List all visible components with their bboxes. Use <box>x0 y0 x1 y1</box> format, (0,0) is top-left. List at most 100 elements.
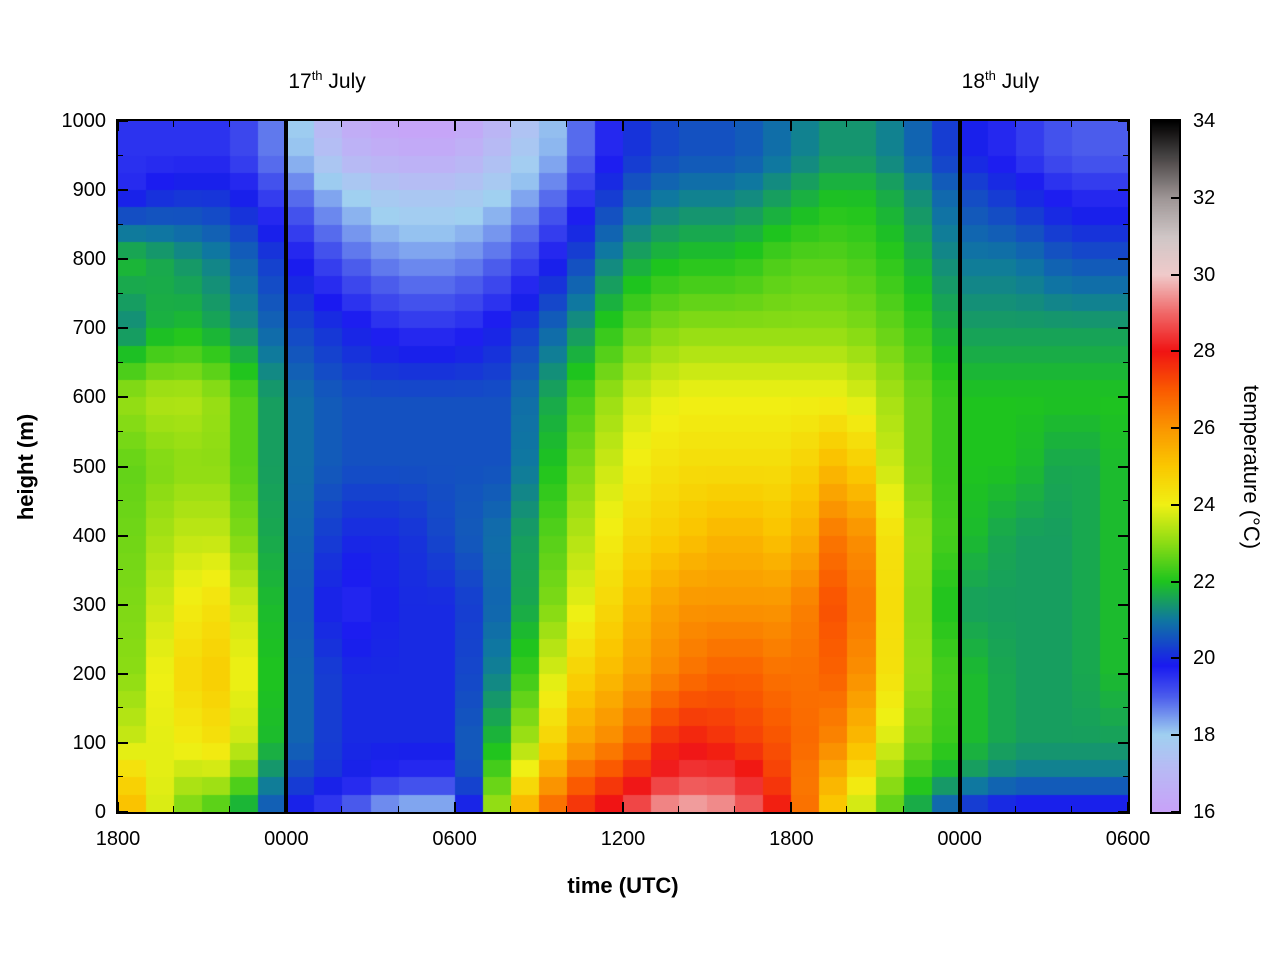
y-tick-label: 400 <box>72 524 106 547</box>
y-minor-tick-right <box>1123 500 1128 502</box>
x-major-tick <box>790 802 793 812</box>
heatmap-canvas <box>118 121 1128 812</box>
day-number: 17 <box>288 70 312 93</box>
colorbar-tick-label: 28 <box>1193 340 1216 363</box>
y-minor-tick <box>118 430 123 432</box>
y-major-tick <box>118 327 128 330</box>
x-minor-tick-top <box>565 121 567 127</box>
y-major-tick <box>118 672 128 675</box>
colorbar-tick <box>1171 503 1179 506</box>
x-minor-tick-top <box>341 121 343 127</box>
day-number: 18 <box>961 70 986 93</box>
y-major-tick-right <box>1118 327 1128 330</box>
month-name: July <box>328 70 366 93</box>
y-major-tick <box>118 811 128 813</box>
y-major-tick <box>118 534 128 537</box>
x-minor-tick <box>397 806 399 812</box>
x-axis-label: time (UTC) <box>567 873 679 898</box>
y-major-tick-right <box>1118 396 1128 399</box>
y-minor-tick-right <box>1123 569 1128 571</box>
colorbar-tick <box>1171 427 1179 430</box>
x-major-tick <box>622 802 624 812</box>
colorbar-axis-label: temperature (°C) <box>1239 384 1264 549</box>
y-tick-label: 100 <box>72 731 106 754</box>
y-minor-tick-right <box>1123 292 1128 294</box>
colorbar-tick-label: 30 <box>1193 263 1216 286</box>
y-minor-tick <box>118 154 123 156</box>
y-tick-label: 900 <box>72 179 106 202</box>
x-minor-tick <box>678 806 680 812</box>
x-major-tick-top <box>117 121 119 131</box>
colorbar-tick-label: 26 <box>1193 417 1216 440</box>
x-major-tick <box>453 802 456 812</box>
y-major-tick <box>118 258 128 261</box>
x-minor-tick-top <box>678 121 680 127</box>
x-minor-tick <box>509 806 511 812</box>
day-annotation-17-july: 17th July <box>288 68 365 94</box>
midnight-line <box>957 121 962 812</box>
colorbar-tick-label: 20 <box>1193 647 1216 670</box>
colorbar-tick <box>1171 580 1179 583</box>
colorbar-tick <box>1171 273 1179 276</box>
x-minor-tick <box>565 806 567 812</box>
y-minor-tick <box>118 707 123 709</box>
colorbar-tick <box>1171 120 1179 122</box>
y-minor-tick-right <box>1123 223 1128 225</box>
y-major-tick <box>118 396 128 399</box>
y-major-tick <box>118 741 128 744</box>
y-major-tick-right <box>1118 189 1128 192</box>
y-major-tick-right <box>1118 811 1128 813</box>
colorbar-tick <box>1171 734 1179 737</box>
colorbar-tick <box>1171 350 1179 353</box>
y-minor-tick <box>118 776 123 778</box>
ordinal-suffix: th <box>985 68 996 83</box>
y-tick-label: 200 <box>72 662 106 685</box>
y-minor-tick <box>118 361 123 363</box>
x-tick-label: 0000 <box>937 828 982 850</box>
y-major-tick-right <box>1118 603 1128 606</box>
x-minor-tick-top <box>509 121 511 127</box>
x-minor-tick-top <box>173 121 175 127</box>
y-minor-tick-right <box>1123 430 1128 432</box>
colorbar-tick-label: 32 <box>1193 186 1216 209</box>
x-minor-tick <box>734 806 736 812</box>
x-major-tick <box>1127 802 1129 812</box>
y-tick-label: 700 <box>72 317 106 340</box>
colorbar-tick <box>1171 811 1179 813</box>
y-major-tick-right <box>1118 120 1128 122</box>
y-minor-tick-right <box>1123 154 1128 156</box>
y-tick-label: 0 <box>94 801 106 823</box>
y-minor-tick <box>118 569 123 571</box>
day-annotation-18-july: 18th July <box>962 68 1039 94</box>
y-tick-label: 1000 <box>61 110 107 132</box>
x-major-tick-top <box>790 121 793 131</box>
x-minor-tick-top <box>1014 121 1016 127</box>
x-major-tick-top <box>622 121 624 131</box>
ordinal-suffix: th <box>311 68 323 83</box>
x-minor-tick <box>1014 806 1016 812</box>
x-minor-tick-top <box>229 121 231 127</box>
y-minor-tick <box>118 223 123 225</box>
midnight-line <box>284 121 289 812</box>
x-minor-tick-top <box>902 121 904 127</box>
x-tick-label: 1800 <box>769 828 814 850</box>
x-minor-tick <box>229 806 231 812</box>
x-minor-tick-top <box>734 121 736 127</box>
y-major-tick <box>118 465 128 468</box>
y-minor-tick <box>118 500 123 502</box>
x-minor-tick <box>173 806 175 812</box>
x-tick-label: 0600 <box>432 828 477 850</box>
y-major-tick-right <box>1118 672 1128 675</box>
y-major-tick-right <box>1118 465 1128 468</box>
x-tick-label: 0600 <box>1105 828 1151 850</box>
x-minor-tick-top <box>1070 121 1072 127</box>
y-major-tick-right <box>1118 258 1128 261</box>
x-tick-label: 1800 <box>95 828 141 850</box>
x-minor-tick-top <box>397 121 399 127</box>
x-tick-label: 0000 <box>264 828 309 850</box>
colorbar-canvas <box>1152 121 1179 812</box>
x-tick-label: 1200 <box>600 828 646 850</box>
x-major-tick <box>117 802 119 812</box>
y-major-tick <box>118 120 128 122</box>
